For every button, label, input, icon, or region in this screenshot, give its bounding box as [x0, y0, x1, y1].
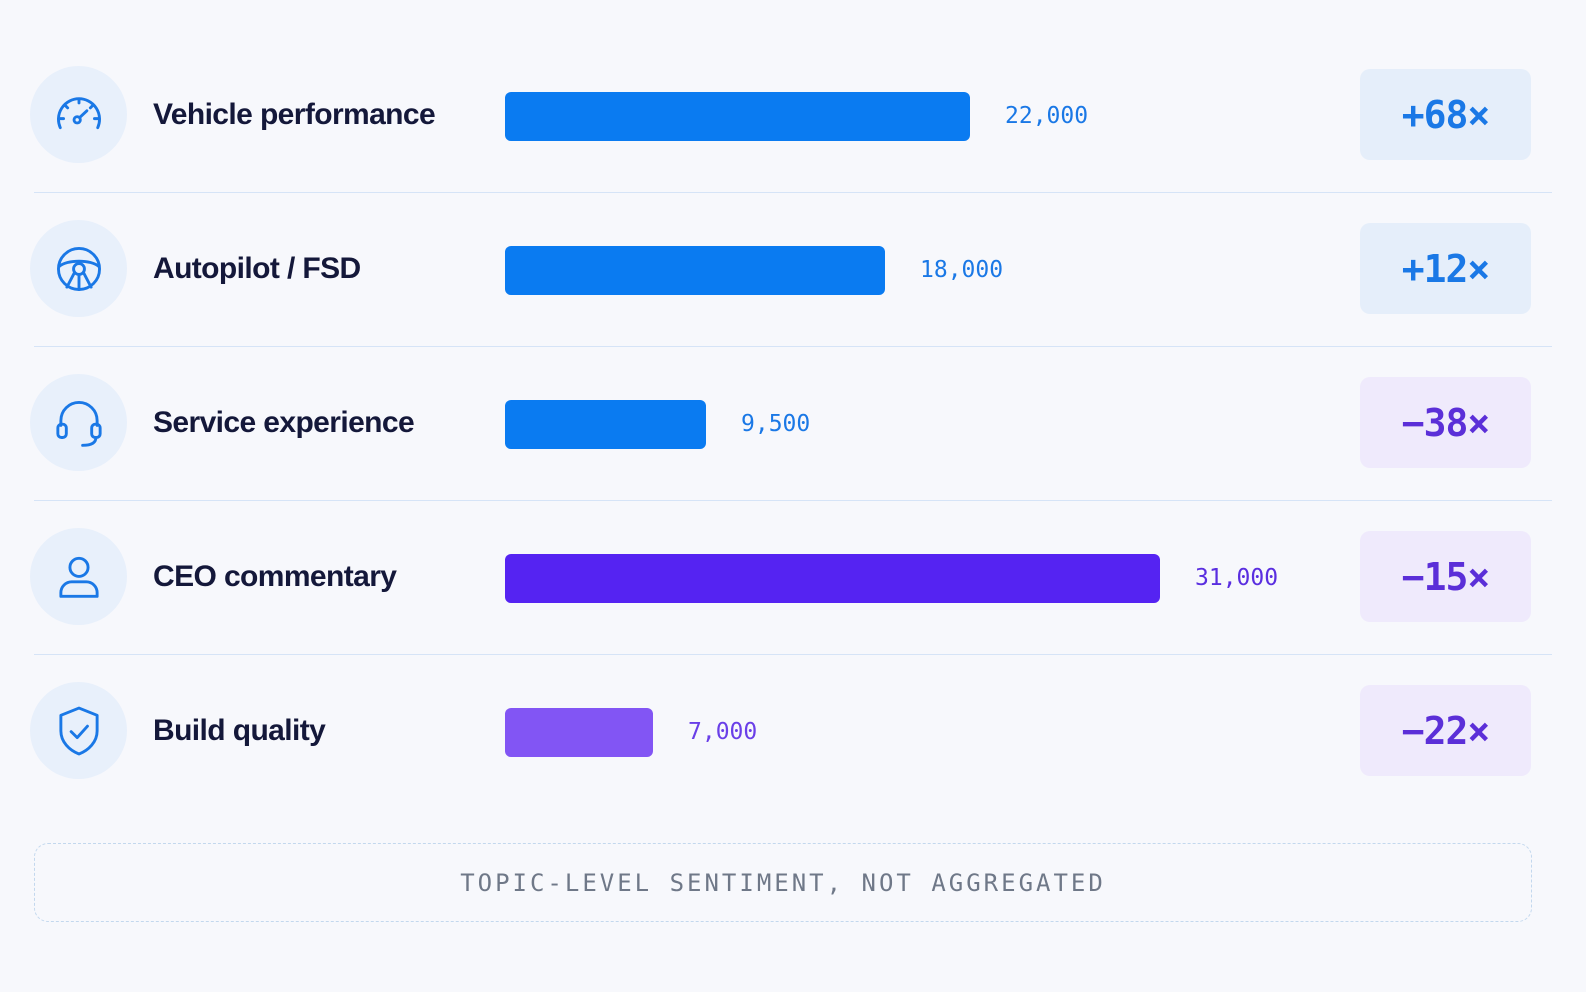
sentiment-badge: −38×: [1360, 377, 1531, 468]
value-label: 9,500: [741, 411, 811, 437]
topic-row: Vehicle performance 22,000 +68×: [0, 40, 1586, 194]
topic-row: Autopilot / FSD 18,000 +12×: [0, 194, 1586, 348]
footer-note: TOPIC-LEVEL SENTIMENT, NOT AGGREGATED: [34, 843, 1532, 922]
row-divider: [34, 192, 1552, 193]
row-divider: [34, 500, 1552, 501]
sentiment-badge: +12×: [1360, 223, 1531, 314]
bar: [505, 554, 1160, 603]
topic-label: CEO commentary: [153, 560, 397, 593]
topic-label: Build quality: [153, 714, 326, 747]
bar: [505, 400, 706, 449]
headset-icon: [30, 374, 127, 471]
topic-label: Vehicle performance: [153, 98, 436, 131]
value-label: 31,000: [1195, 565, 1279, 591]
person-icon: [30, 528, 127, 625]
row-divider: [34, 654, 1552, 655]
topic-row: CEO commentary 31,000 −15×: [0, 502, 1586, 656]
bar: [505, 92, 970, 141]
sentiment-badge: +68×: [1360, 69, 1531, 160]
speedometer-icon: [30, 66, 127, 163]
sentiment-badge: −15×: [1360, 531, 1531, 622]
topic-row: Service experience 9,500 −38×: [0, 348, 1586, 502]
footer-note-text: TOPIC-LEVEL SENTIMENT, NOT AGGREGATED: [460, 868, 1106, 897]
value-label: 18,000: [920, 257, 1004, 283]
topic-label: Autopilot / FSD: [153, 252, 361, 285]
topic-label: Service experience: [153, 406, 415, 439]
bar: [505, 246, 885, 295]
row-divider: [34, 346, 1552, 347]
topic-row: Build quality 7,000 −22×: [0, 656, 1586, 810]
value-label: 22,000: [1005, 103, 1089, 129]
steering-wheel-icon: [30, 220, 127, 317]
sentiment-badge: −22×: [1360, 685, 1531, 776]
shield-check-icon: [30, 682, 127, 779]
value-label: 7,000: [688, 719, 758, 745]
bar: [505, 708, 653, 757]
